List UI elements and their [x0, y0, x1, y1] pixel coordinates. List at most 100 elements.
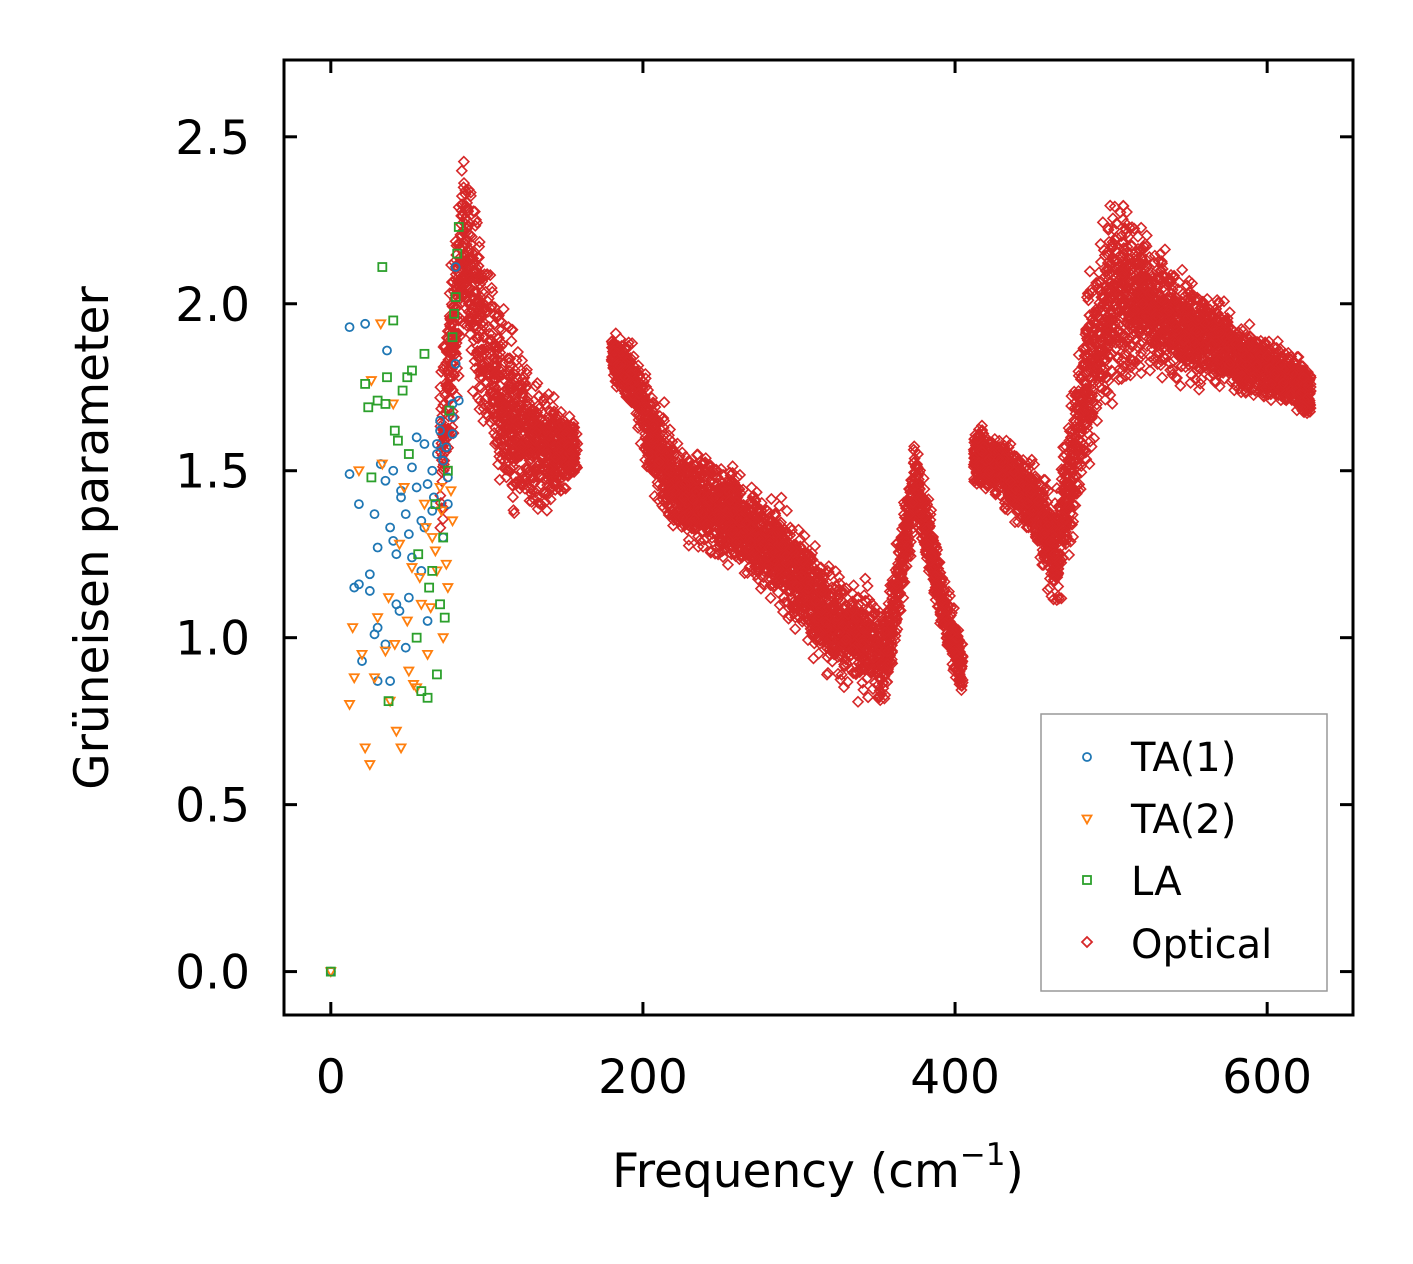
optical-point — [435, 437, 448, 450]
optical-point — [502, 450, 516, 463]
optical-point — [440, 344, 454, 358]
optical-point — [500, 391, 514, 405]
optical-point — [461, 269, 474, 282]
optical-point — [477, 398, 491, 411]
optical-point — [538, 414, 552, 427]
optical-point — [507, 399, 520, 412]
series-layer — [324, 155, 1317, 978]
optical-point — [465, 230, 478, 243]
optical-point — [897, 591, 910, 604]
optical-point — [520, 363, 533, 376]
optical-point — [473, 235, 486, 249]
optical-point — [506, 490, 520, 504]
optical-point — [514, 449, 527, 463]
optical-point — [519, 406, 532, 419]
optical-point — [441, 364, 454, 377]
optical-point — [485, 281, 498, 295]
optical-point — [500, 368, 513, 381]
optical-point — [467, 205, 480, 218]
optical-point — [519, 470, 532, 483]
optical-point — [543, 417, 557, 430]
optical-point — [508, 470, 521, 483]
optical-point — [477, 414, 490, 428]
optical-point — [469, 286, 483, 299]
optical-point — [442, 353, 456, 366]
optical-point — [764, 591, 777, 605]
optical-point — [704, 544, 718, 558]
optical-point — [554, 419, 567, 432]
optical-point — [466, 265, 479, 278]
optical-point — [663, 433, 676, 446]
optical-point — [555, 416, 568, 430]
optical-point — [450, 239, 463, 252]
optical-point — [526, 404, 540, 418]
optical-point — [566, 430, 579, 443]
optical-point — [483, 327, 496, 340]
optical-point — [444, 392, 457, 406]
optical-point — [539, 425, 553, 438]
optical-point — [520, 463, 534, 476]
optical-point — [495, 323, 509, 336]
optical-point — [503, 464, 516, 478]
optical-point — [451, 257, 465, 270]
optical-point — [490, 373, 503, 386]
optical-point — [488, 437, 502, 451]
optical-point — [448, 369, 461, 382]
optical-point — [456, 270, 470, 284]
optical-point — [506, 411, 519, 424]
optical-point — [473, 313, 486, 326]
optical-point — [773, 499, 786, 513]
optical-point — [502, 401, 515, 415]
optical-point — [538, 438, 551, 451]
optical-point — [505, 323, 518, 336]
optical-point — [482, 320, 495, 334]
optical-point — [441, 367, 455, 380]
optical-point — [505, 428, 519, 441]
optical-point — [534, 478, 548, 491]
optical-point — [498, 446, 511, 459]
optical-point — [441, 378, 455, 391]
optical-point — [446, 405, 459, 418]
optical-point — [469, 219, 482, 232]
optical-point — [506, 442, 519, 455]
optical-point — [532, 469, 546, 483]
optical-point — [496, 411, 509, 424]
optical-point — [896, 572, 909, 585]
optical-point — [549, 478, 562, 491]
optical-point — [440, 331, 454, 344]
optical-point — [563, 410, 576, 423]
optical-point — [908, 440, 921, 453]
optical-point — [476, 272, 489, 285]
optical-point — [474, 344, 487, 357]
optical-point — [456, 198, 469, 211]
optical-point — [466, 385, 479, 398]
optical-point — [503, 377, 516, 390]
optical-point — [493, 473, 506, 486]
optical-point — [435, 465, 448, 478]
optical-point — [469, 213, 483, 226]
optical-point — [467, 299, 480, 312]
optical-point — [446, 300, 459, 313]
optical-point — [479, 305, 492, 319]
optical-point — [507, 504, 520, 517]
optical-point — [462, 227, 475, 241]
optical-point — [499, 374, 512, 388]
optical-point — [562, 440, 575, 453]
optical-point — [472, 240, 486, 253]
optical-point — [526, 410, 540, 423]
optical-point — [452, 369, 465, 383]
optical-point — [508, 506, 521, 520]
optical-point — [461, 220, 474, 233]
optical-point — [476, 315, 490, 328]
optical-point — [556, 464, 569, 477]
optical-point — [465, 343, 478, 357]
optical-point — [490, 348, 504, 361]
optical-point — [436, 449, 449, 462]
optical-point — [464, 186, 477, 199]
optical-point — [520, 380, 533, 393]
optical-point — [532, 454, 545, 467]
optical-point — [444, 380, 457, 394]
optical-point — [539, 397, 552, 411]
